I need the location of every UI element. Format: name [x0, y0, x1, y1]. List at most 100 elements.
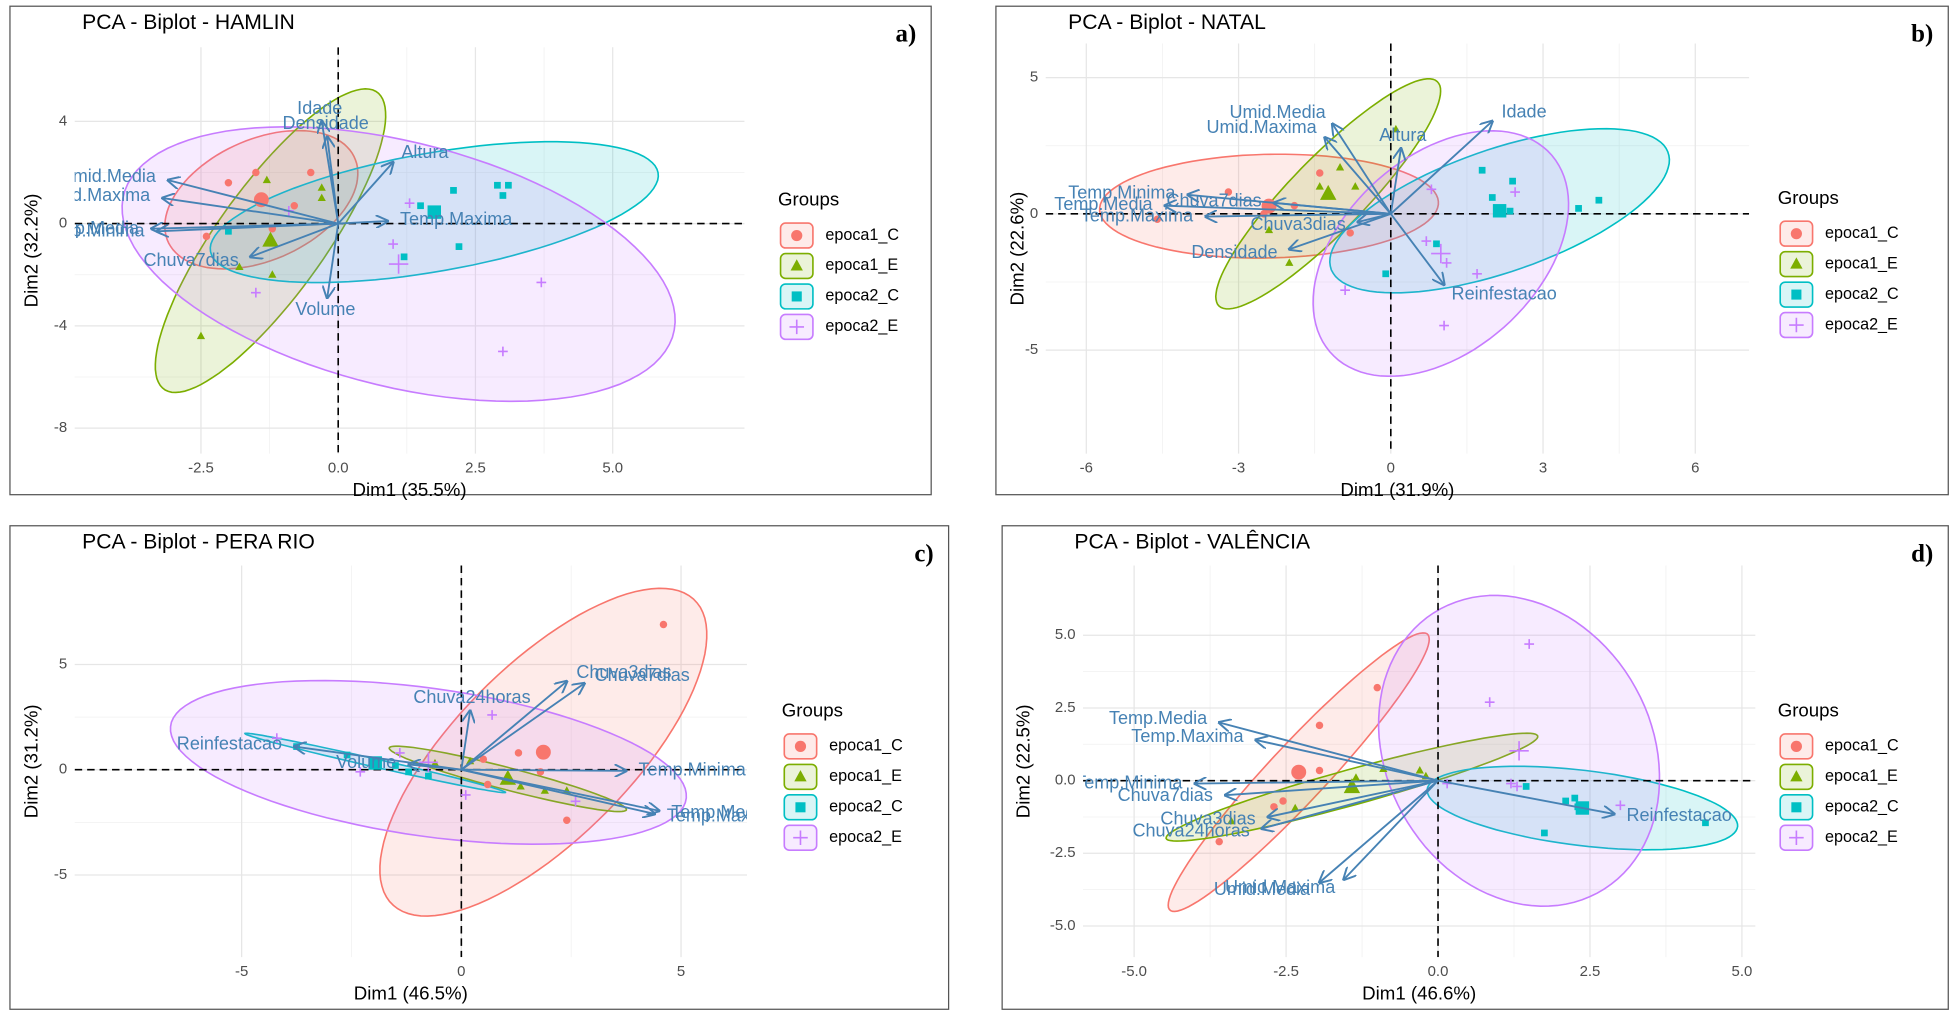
legend-marker — [1791, 802, 1802, 813]
loading-label: Chuva7dias — [595, 665, 690, 685]
point — [1351, 182, 1360, 190]
group-mean — [1261, 198, 1277, 214]
loading-arrow — [337, 162, 393, 225]
y-tick-label: 0 — [1030, 205, 1038, 222]
loading-label: Temp.Maxima — [400, 209, 513, 229]
point — [196, 331, 206, 340]
point — [1346, 229, 1354, 237]
loading-label: Idade — [297, 98, 342, 118]
legend-marker — [789, 319, 805, 335]
point — [1575, 205, 1582, 212]
legend-marker — [1790, 770, 1803, 782]
legend-title: Groups — [782, 700, 843, 721]
panel-label: c) — [914, 540, 933, 567]
legend-label: epoca2_E — [1825, 828, 1898, 846]
point — [1391, 124, 1400, 133]
point — [1415, 765, 1424, 774]
y-tick-label: 4 — [59, 112, 67, 129]
loading-label: Umid.Media — [1229, 102, 1326, 122]
y-tick-label: 5.0 — [1055, 626, 1076, 643]
loading-arrow — [1268, 779, 1439, 817]
loading-label: Chuva24horas — [413, 687, 530, 707]
point — [1227, 816, 1236, 825]
point — [1541, 829, 1548, 837]
point — [252, 168, 260, 177]
point — [1224, 188, 1233, 196]
point — [425, 772, 432, 780]
loading-arrow — [157, 222, 339, 232]
group-mean — [388, 254, 409, 274]
legend-marker — [793, 830, 808, 846]
legend-label: epoca2_E — [1825, 315, 1898, 333]
legend-marker — [1790, 257, 1803, 269]
y-tick-label: 0.0 — [1055, 772, 1076, 789]
point — [1270, 803, 1278, 811]
group-mean — [1291, 764, 1307, 780]
point — [1335, 163, 1345, 171]
panel: -6 -3 0 3 6 -5 0 5 Idade Altura Umid.MediaUmid.Max… — [995, 5, 1949, 500]
y-tick-label: 5 — [59, 655, 67, 672]
legend-label: epoca2_E — [825, 317, 898, 335]
point — [1571, 794, 1579, 802]
point — [570, 796, 581, 807]
legend-label: epoca2_C — [825, 287, 899, 305]
point — [483, 780, 492, 789]
y-tick-label: -5 — [54, 866, 67, 883]
legend-label: epoca1_E — [825, 256, 898, 274]
point — [514, 749, 523, 757]
point — [290, 201, 299, 210]
loading-label: Chuva24horas — [1132, 821, 1249, 841]
loading-label: Altura — [401, 142, 449, 162]
point — [487, 710, 497, 720]
legend-marker — [790, 259, 803, 271]
y-axis-label: Dim2 (32.2%) — [20, 194, 41, 308]
point — [536, 277, 547, 288]
point — [1315, 766, 1324, 775]
loading-label: Temp.Media — [671, 802, 770, 822]
point — [1315, 721, 1324, 730]
group-mean — [1509, 741, 1529, 761]
x-axis-label: Dim1 (46.6%) — [1362, 982, 1476, 1003]
legend-label: epoca1_C — [1825, 224, 1899, 242]
legend-label: epoca1_C — [1825, 737, 1899, 755]
loading-arrow — [409, 764, 462, 769]
point — [1215, 837, 1223, 846]
point — [404, 198, 415, 209]
x-tick-label: 5.0 — [1732, 963, 1753, 980]
x-tick-label: -6 — [1080, 460, 1093, 477]
legend-marker — [794, 770, 807, 782]
loading-label: Umid.Maxima — [1225, 877, 1336, 897]
point — [563, 816, 571, 824]
point — [251, 287, 261, 298]
point — [1509, 177, 1516, 185]
loading-label: Umid.Maxima — [40, 185, 151, 205]
loading-label: Chuva7dias — [143, 250, 238, 270]
point — [1524, 639, 1535, 649]
loading-arrow — [338, 221, 387, 224]
loading-arrow — [1274, 203, 1391, 215]
loading-arrow — [1256, 740, 1439, 782]
chart-title: PCA - Biplot - HAMLIN — [82, 11, 295, 34]
loading-label: Chuva7dias — [1166, 191, 1261, 211]
point — [536, 768, 545, 776]
loading-label: Chuva7dias — [1118, 785, 1213, 805]
point — [1488, 194, 1496, 201]
loading-arrow — [250, 222, 339, 257]
loading-label: Reinfestacao — [1627, 805, 1732, 825]
loading-label: Reinfestacao — [1452, 283, 1557, 303]
loading-label: Densidade — [1191, 242, 1277, 262]
loading-arrow — [1390, 213, 1444, 285]
point — [1373, 683, 1381, 692]
point — [307, 168, 315, 177]
point — [1426, 184, 1437, 195]
loading-arrow — [1325, 138, 1392, 215]
point — [1279, 797, 1287, 805]
point — [1291, 803, 1300, 812]
loading-label: Umid.Media — [1214, 879, 1311, 899]
x-tick-label: 5 — [677, 963, 685, 980]
point — [317, 193, 326, 202]
x-tick-label: -2.5 — [1273, 963, 1299, 980]
